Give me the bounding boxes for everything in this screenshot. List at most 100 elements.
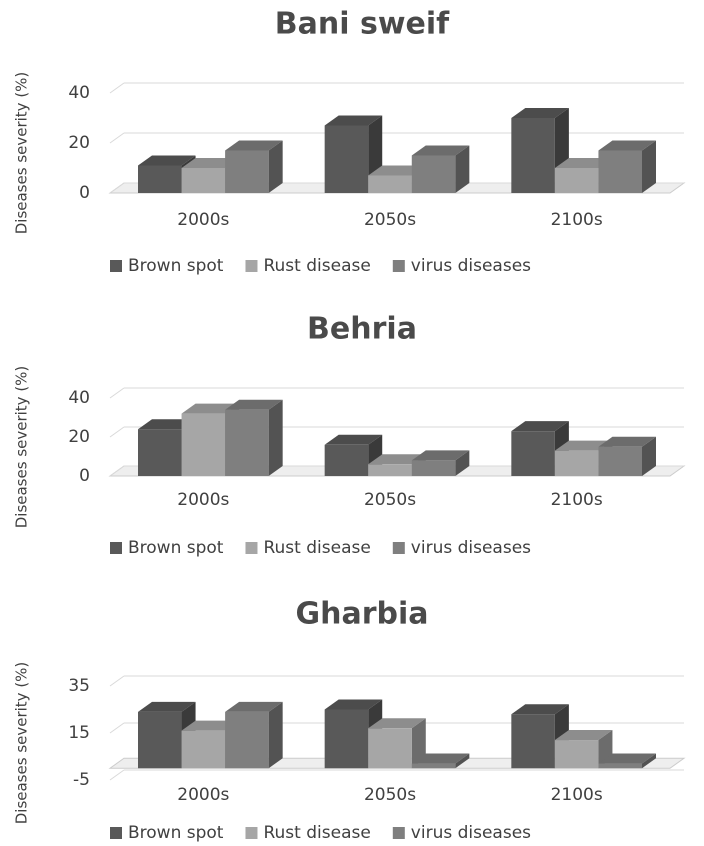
bar-side	[642, 140, 656, 193]
bar	[411, 145, 470, 193]
bar-front	[554, 740, 599, 769]
bar	[324, 115, 383, 193]
y-tick-label: 0	[79, 183, 90, 203]
bar	[411, 450, 470, 476]
legend-swatch	[392, 827, 405, 839]
legend-swatch	[245, 260, 258, 272]
bar-side	[455, 753, 470, 769]
legend-swatch	[392, 542, 405, 554]
legend-swatch	[110, 827, 122, 839]
grid-line-side	[109, 82, 125, 94]
x-tick-label: 2100s	[551, 785, 603, 805]
bar-top	[554, 440, 613, 451]
bar-top	[598, 753, 656, 764]
bar-top	[181, 720, 240, 731]
bar-top	[225, 140, 283, 151]
bar-top	[138, 701, 196, 712]
bar	[598, 140, 656, 193]
legend-swatch	[110, 542, 122, 554]
y-tick-label: 40	[68, 83, 90, 103]
legend-label: Brown spot	[128, 823, 224, 843]
bar-front	[181, 730, 226, 769]
y-axis-label: Diseases severity (%)	[13, 366, 31, 529]
bar-side	[268, 140, 283, 193]
x-tick-label: 2050s	[364, 490, 416, 510]
y-tick-label: 15	[68, 723, 90, 743]
grid-line-side	[109, 426, 125, 438]
bar	[324, 434, 383, 476]
legend-swatch	[110, 260, 122, 272]
bar-front	[324, 125, 369, 193]
bar-top	[598, 140, 656, 151]
bar-front	[225, 711, 269, 769]
bar	[138, 155, 196, 193]
legend-label: Brown spot	[128, 256, 224, 276]
bar-side	[642, 436, 656, 476]
grid-line-side	[109, 769, 125, 781]
bar-front	[554, 450, 599, 476]
bar-top	[324, 699, 383, 710]
bar-top	[138, 155, 196, 166]
y-tick-label: 20	[68, 427, 90, 447]
bar	[225, 701, 283, 769]
legend-label: Rust disease	[263, 538, 370, 558]
bar-top	[181, 403, 240, 414]
bar	[225, 140, 283, 193]
bar-top	[554, 730, 613, 741]
bar-front	[225, 409, 269, 476]
bar-side	[455, 450, 470, 476]
grid-line-side	[109, 182, 125, 194]
bar-front	[411, 460, 456, 476]
bar-top	[511, 108, 569, 118]
bar-front	[324, 444, 369, 476]
bar-top	[511, 421, 569, 432]
grid-line-side	[109, 465, 125, 477]
bar-side	[411, 718, 426, 769]
bar-top	[324, 434, 383, 445]
bar-top	[511, 704, 569, 715]
bar-front	[324, 709, 369, 769]
grid-line-side	[109, 387, 125, 399]
grid-line-side	[109, 675, 125, 687]
x-tick-label: 2100s	[551, 210, 603, 230]
bar-top	[368, 718, 426, 729]
bar-top	[225, 399, 283, 410]
y-tick-label: -5	[73, 770, 90, 790]
legend-swatch	[245, 542, 258, 554]
chart-title: Bani sweif	[275, 7, 450, 42]
x-tick-label: 2000s	[177, 785, 229, 805]
bar-front	[598, 150, 642, 193]
x-tick-label: 2050s	[364, 210, 416, 230]
x-tick-label: 2000s	[177, 490, 229, 510]
x-tick-label: 2000s	[177, 210, 229, 230]
y-tick-label: 35	[68, 676, 90, 696]
bar-top	[138, 419, 196, 430]
bar-front	[511, 118, 555, 193]
y-axis-label: Diseases severity (%)	[13, 72, 31, 235]
y-tick-label: 0	[79, 466, 90, 486]
bar-front	[368, 728, 412, 769]
grid-line-side	[109, 132, 125, 144]
bar-front	[138, 711, 182, 769]
bar-front	[138, 165, 182, 193]
bar	[368, 718, 426, 769]
legend-label: Rust disease	[263, 823, 370, 843]
y-tick-label: 40	[68, 388, 90, 408]
legend-swatch	[245, 827, 258, 839]
bar-front	[598, 446, 642, 476]
bar	[598, 753, 656, 769]
y-axis-label: Diseases severity (%)	[13, 662, 31, 825]
bar-top	[368, 454, 426, 465]
bar-front	[181, 168, 226, 193]
bar-top	[598, 436, 656, 447]
bar-front	[411, 763, 456, 769]
bar-side	[268, 399, 283, 476]
bar-front	[598, 763, 642, 769]
bar-front	[181, 413, 226, 476]
bar-front	[511, 714, 555, 769]
bar-front	[554, 168, 599, 193]
chart-title: Gharbia	[295, 597, 428, 632]
grid-line-side	[109, 722, 125, 734]
bar-side	[268, 701, 283, 769]
